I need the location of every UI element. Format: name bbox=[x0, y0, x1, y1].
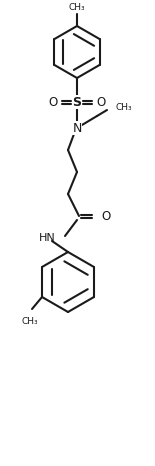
Text: O: O bbox=[96, 96, 106, 109]
Text: CH₃: CH₃ bbox=[69, 3, 85, 12]
Text: CH₃: CH₃ bbox=[22, 317, 38, 326]
Text: O: O bbox=[101, 210, 110, 222]
Text: HN: HN bbox=[39, 233, 56, 243]
Text: N: N bbox=[72, 122, 82, 135]
Text: CH₃: CH₃ bbox=[115, 103, 132, 112]
Text: S: S bbox=[73, 96, 82, 109]
Text: O: O bbox=[48, 96, 58, 109]
